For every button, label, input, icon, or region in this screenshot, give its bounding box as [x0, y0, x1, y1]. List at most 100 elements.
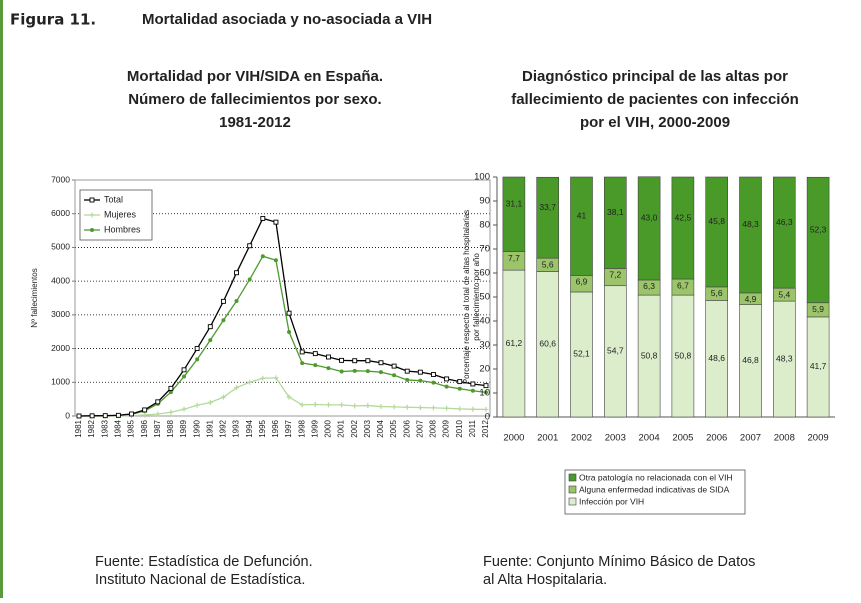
figure-label: Figura 11. — [10, 11, 96, 29]
bar-segment — [603, 176, 627, 269]
x-tick-label: 2009 — [808, 433, 829, 444]
value-label: 54,7 — [607, 346, 624, 356]
point — [457, 406, 463, 412]
legend-label: Alguna enfermedad indicativas de SIDA — [579, 484, 730, 494]
source-note: al Alta Hospitalaria. — [483, 572, 607, 588]
point — [325, 402, 331, 408]
value-label: 6,9 — [576, 277, 588, 287]
x-tick-label: 1982 — [87, 419, 96, 437]
point — [365, 369, 370, 374]
point — [221, 318, 226, 323]
point — [181, 367, 187, 373]
value-label: 42,5 — [675, 212, 692, 222]
chart-title: Diagnóstico principal de las altas por — [522, 68, 788, 85]
value-label: 60,6 — [539, 339, 556, 349]
y-tick-label: 4000 — [51, 275, 70, 285]
point — [470, 406, 476, 412]
point — [339, 357, 345, 363]
y-tick-label: 30 — [479, 340, 490, 351]
point — [142, 407, 148, 413]
point — [470, 388, 475, 393]
point — [89, 413, 95, 419]
x-tick-label: 2004 — [639, 433, 660, 444]
y-tick-label: 20 — [479, 364, 490, 375]
value-label: 7,7 — [508, 253, 520, 263]
value-label: 5,4 — [778, 289, 790, 299]
point — [76, 413, 82, 419]
point — [129, 411, 134, 417]
point — [404, 368, 410, 374]
point — [392, 373, 397, 378]
x-tick-label: 1993 — [232, 419, 241, 437]
point — [312, 351, 318, 357]
chart-title: fallecimiento de pacientes con infección — [511, 91, 799, 108]
x-tick-label: 2007 — [740, 433, 761, 444]
x-tick-label: 2002 — [350, 419, 359, 437]
legend-label: Infección por VIH — [579, 496, 644, 506]
value-label: 41 — [577, 210, 587, 220]
point — [247, 277, 252, 282]
legend-marker — [90, 228, 94, 232]
point — [260, 215, 266, 221]
bar-segment — [739, 176, 762, 294]
x-tick-label: 1984 — [113, 419, 122, 437]
left-border — [0, 0, 3, 598]
point — [365, 358, 371, 364]
point — [155, 399, 161, 405]
x-tick-label: 1990 — [192, 419, 201, 437]
value-label: 52,1 — [573, 349, 590, 359]
value-label: 61,2 — [506, 338, 523, 348]
value-label: 5,9 — [812, 304, 824, 314]
value-label: 38,1 — [607, 207, 624, 217]
point — [194, 346, 200, 352]
value-label: 5,6 — [711, 288, 723, 298]
bar-segment — [637, 176, 661, 281]
chart-title: 1981-2012 — [219, 114, 291, 131]
value-label: 50,8 — [675, 350, 692, 360]
value-label: 41,7 — [810, 361, 827, 371]
point — [273, 258, 278, 263]
point — [339, 369, 344, 374]
point — [260, 254, 265, 259]
point — [299, 349, 305, 355]
x-tick-label: 2003 — [363, 419, 372, 437]
point — [273, 219, 279, 225]
chart-title: Número de fallecimientos por sexo. — [128, 91, 381, 108]
x-tick-label: 2010 — [455, 419, 464, 437]
legend-marker — [89, 197, 95, 203]
y-tick-label: 60 — [479, 268, 490, 279]
y-tick-label: 40 — [479, 316, 490, 327]
point — [378, 404, 384, 410]
point — [234, 270, 239, 276]
x-tick-label: 2008 — [429, 419, 438, 437]
legend-label: Mujeres — [104, 209, 137, 219]
x-tick-label: 1996 — [271, 419, 280, 437]
point — [260, 375, 266, 381]
value-label: 7,2 — [609, 270, 621, 280]
x-tick-label: 2000 — [324, 419, 333, 437]
y-tick-label: 80 — [479, 220, 490, 231]
x-tick-label: 2006 — [706, 433, 727, 444]
x-tick-label: 1988 — [166, 419, 175, 437]
y-tick-label: 100 — [474, 172, 490, 183]
point — [155, 411, 161, 417]
point — [326, 354, 331, 360]
x-tick-label: 1997 — [284, 419, 293, 437]
y-tick-label: 10 — [479, 388, 490, 399]
value-label: 48,3 — [742, 219, 759, 229]
series-line — [79, 377, 487, 417]
bar-segment — [671, 176, 695, 280]
x-tick-label: 2009 — [442, 419, 451, 437]
x-tick-label: 2008 — [774, 433, 795, 444]
point — [181, 406, 187, 412]
point — [483, 406, 489, 412]
point — [273, 375, 279, 381]
legend-label: Hombres — [104, 224, 141, 234]
x-tick-label: 1991 — [205, 419, 214, 437]
value-label: 52,3 — [810, 224, 827, 234]
value-label: 31,1 — [506, 199, 523, 209]
x-tick-label: 2004 — [376, 419, 385, 437]
bar-segment — [536, 176, 560, 259]
point — [470, 381, 476, 387]
value-label: 48,3 — [776, 353, 793, 363]
